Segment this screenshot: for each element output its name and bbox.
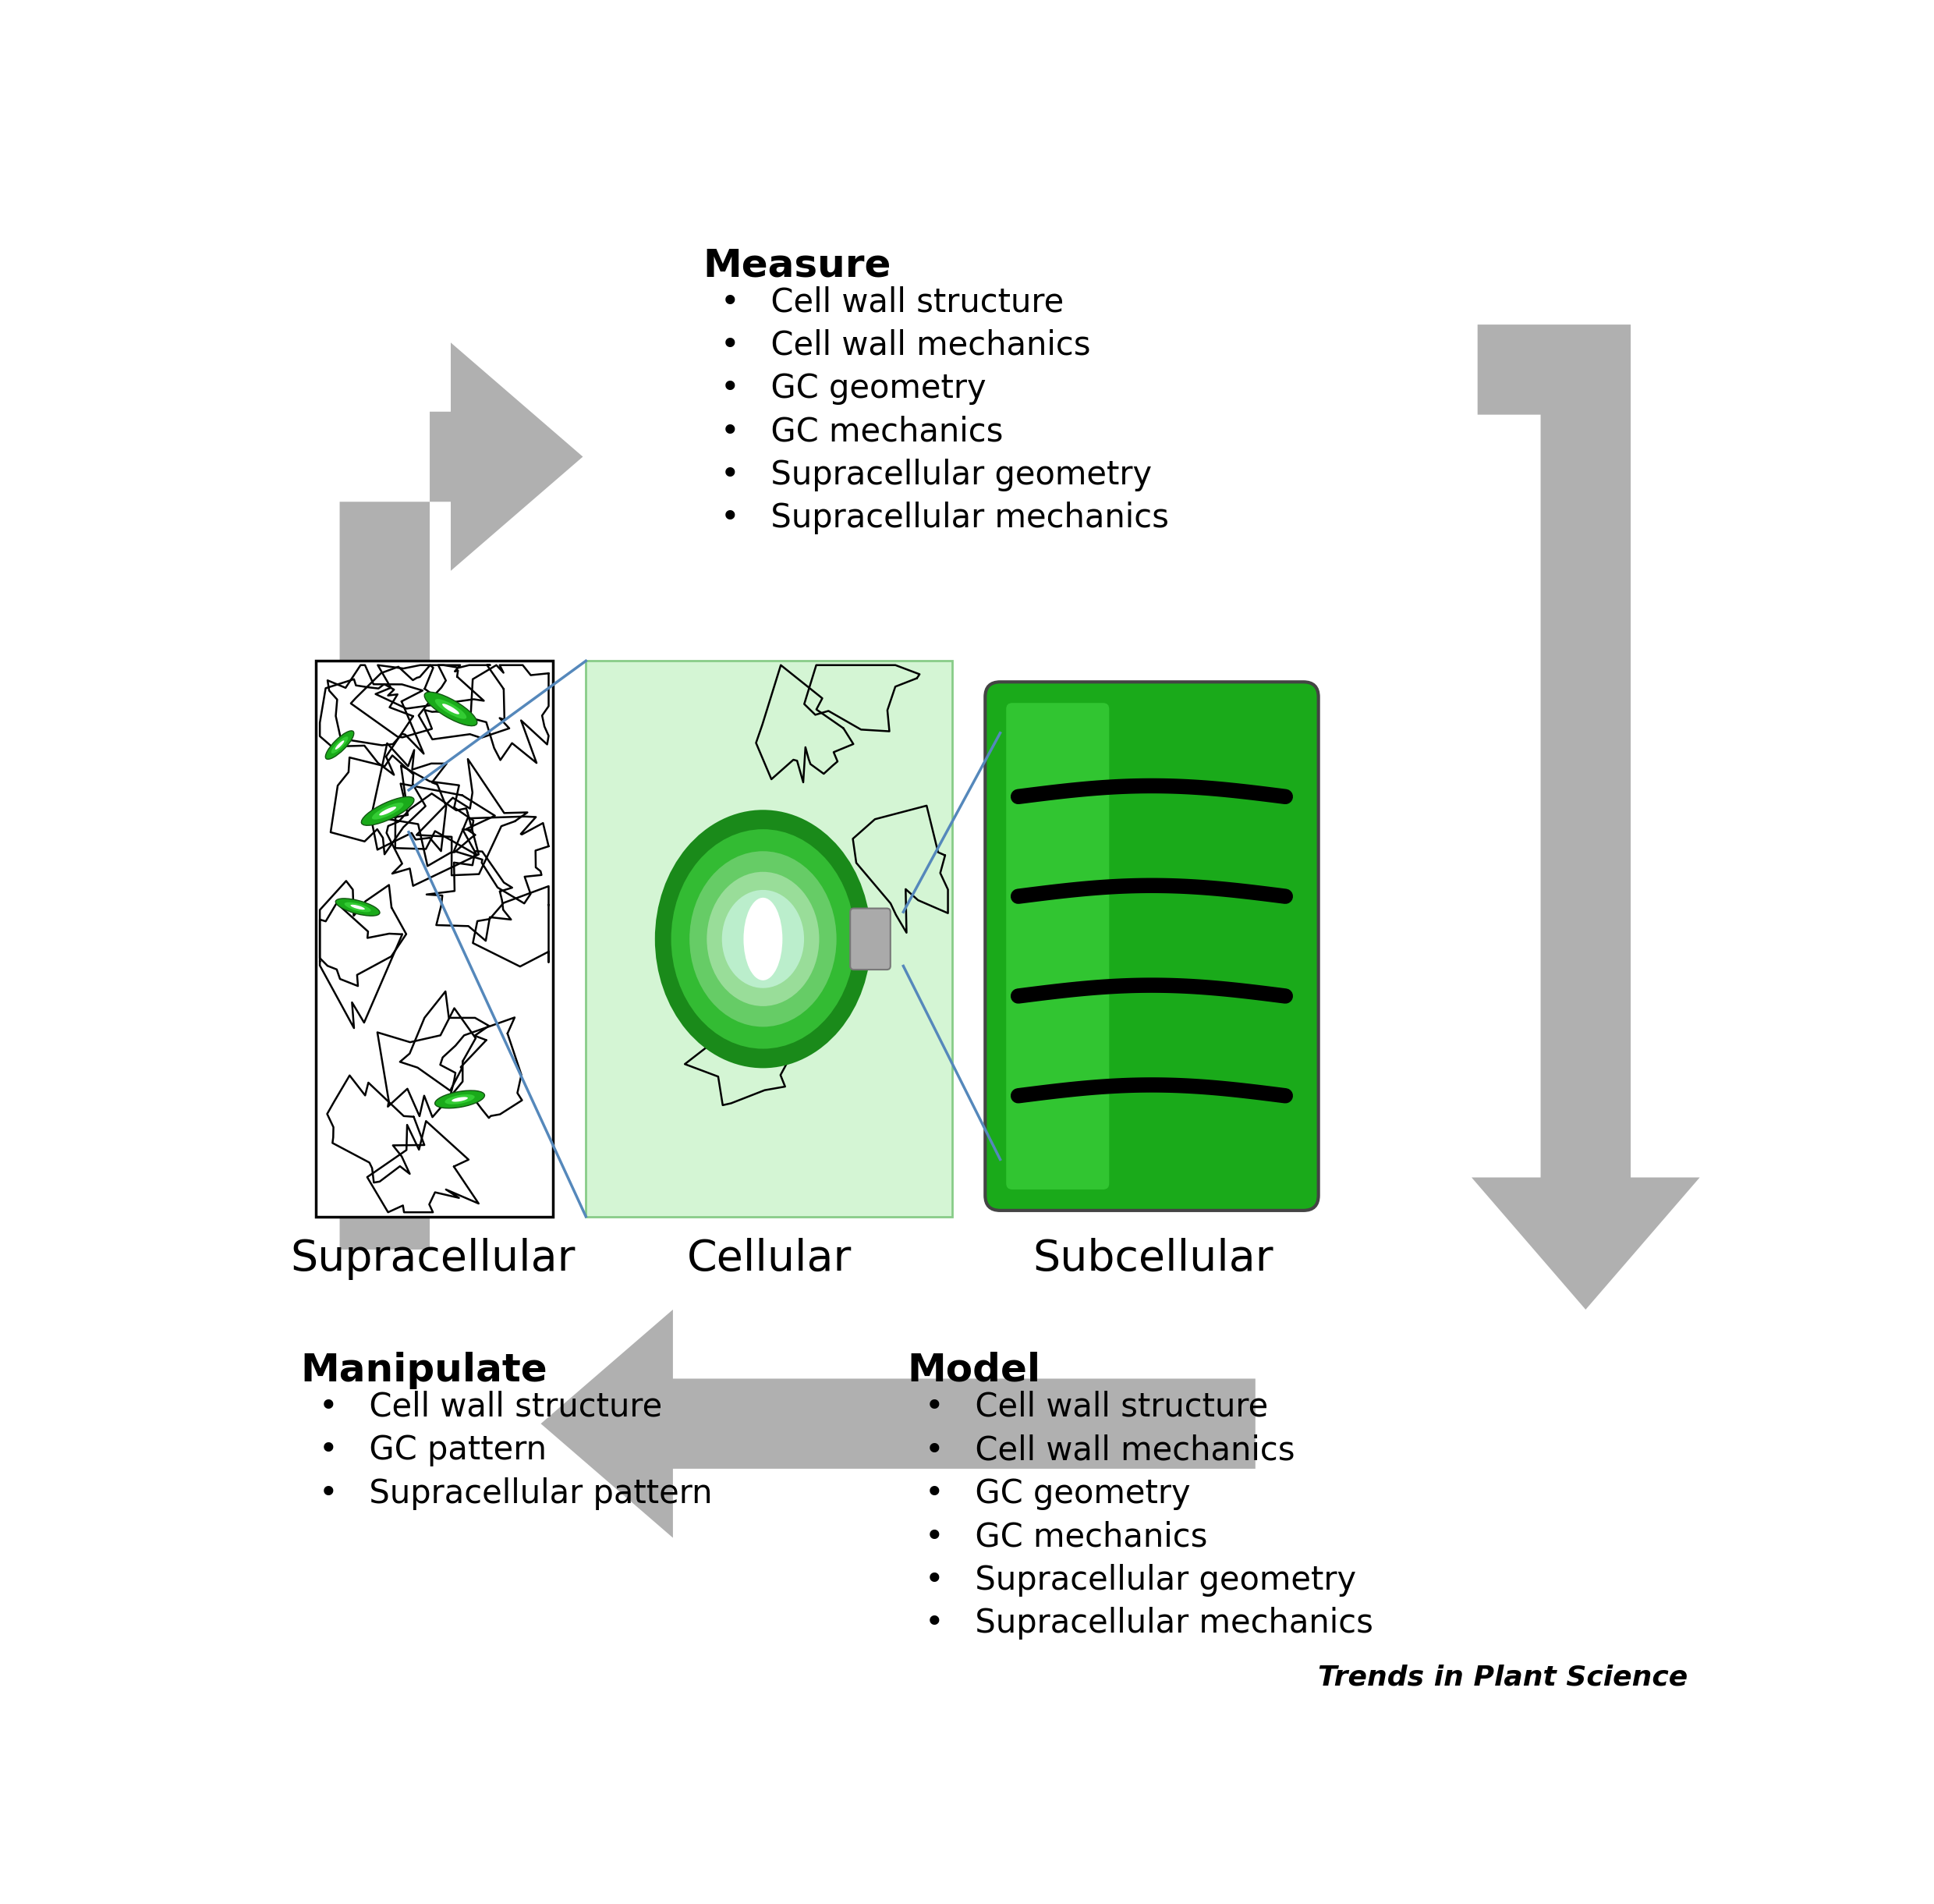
Ellipse shape xyxy=(362,796,414,826)
Text: •   Supracellular pattern: • Supracellular pattern xyxy=(319,1478,712,1510)
Ellipse shape xyxy=(453,1097,468,1102)
Text: •   Cell wall mechanics: • Cell wall mechanics xyxy=(924,1434,1296,1466)
Polygon shape xyxy=(340,343,582,1249)
Text: •   GC pattern: • GC pattern xyxy=(319,1434,545,1466)
Ellipse shape xyxy=(706,872,820,1005)
Text: •   Cell wall structure: • Cell wall structure xyxy=(319,1390,661,1424)
Ellipse shape xyxy=(743,897,783,981)
Text: Subcellular: Subcellular xyxy=(1033,1238,1275,1279)
Text: •   Supracellular geometry: • Supracellular geometry xyxy=(924,1563,1356,1596)
FancyBboxPatch shape xyxy=(586,661,952,1217)
FancyBboxPatch shape xyxy=(1006,703,1110,1190)
Text: Manipulate: Manipulate xyxy=(300,1352,547,1390)
Text: •   Supracellular mechanics: • Supracellular mechanics xyxy=(924,1607,1373,1639)
Ellipse shape xyxy=(435,699,466,720)
Ellipse shape xyxy=(435,1091,485,1108)
FancyBboxPatch shape xyxy=(315,661,553,1217)
Ellipse shape xyxy=(350,904,366,910)
Text: •   Supracellular geometry: • Supracellular geometry xyxy=(721,459,1153,491)
Text: •   Supracellular mechanics: • Supracellular mechanics xyxy=(721,503,1170,535)
Ellipse shape xyxy=(721,889,805,988)
Text: Trends in Plant Science: Trends in Plant Science xyxy=(1317,1664,1688,1691)
Ellipse shape xyxy=(337,899,379,916)
Ellipse shape xyxy=(344,902,371,912)
Text: •   GC geometry: • GC geometry xyxy=(924,1478,1191,1510)
Ellipse shape xyxy=(656,809,870,1068)
Ellipse shape xyxy=(331,737,348,754)
Text: Supracellular: Supracellular xyxy=(290,1238,574,1279)
Text: •   Cell wall structure: • Cell wall structure xyxy=(924,1390,1269,1424)
Ellipse shape xyxy=(335,741,344,750)
Text: •   GC geometry: • GC geometry xyxy=(721,371,986,406)
Text: •   GC mechanics: • GC mechanics xyxy=(924,1521,1207,1554)
Ellipse shape xyxy=(671,830,855,1049)
Text: Measure: Measure xyxy=(702,246,892,284)
FancyBboxPatch shape xyxy=(851,908,890,969)
Ellipse shape xyxy=(379,807,396,815)
Ellipse shape xyxy=(690,851,837,1026)
Ellipse shape xyxy=(443,704,458,714)
Polygon shape xyxy=(542,1310,1255,1538)
Text: Cellular: Cellular xyxy=(687,1238,851,1279)
Text: •   Cell wall mechanics: • Cell wall mechanics xyxy=(721,329,1091,362)
Text: •   GC mechanics: • GC mechanics xyxy=(721,415,1004,447)
Ellipse shape xyxy=(371,803,404,819)
Text: •   Cell wall structure: • Cell wall structure xyxy=(721,286,1064,318)
Ellipse shape xyxy=(424,691,478,725)
Ellipse shape xyxy=(325,731,354,760)
FancyBboxPatch shape xyxy=(984,682,1319,1211)
Polygon shape xyxy=(1472,324,1700,1310)
Ellipse shape xyxy=(445,1095,474,1104)
Text: Model: Model xyxy=(907,1352,1040,1390)
